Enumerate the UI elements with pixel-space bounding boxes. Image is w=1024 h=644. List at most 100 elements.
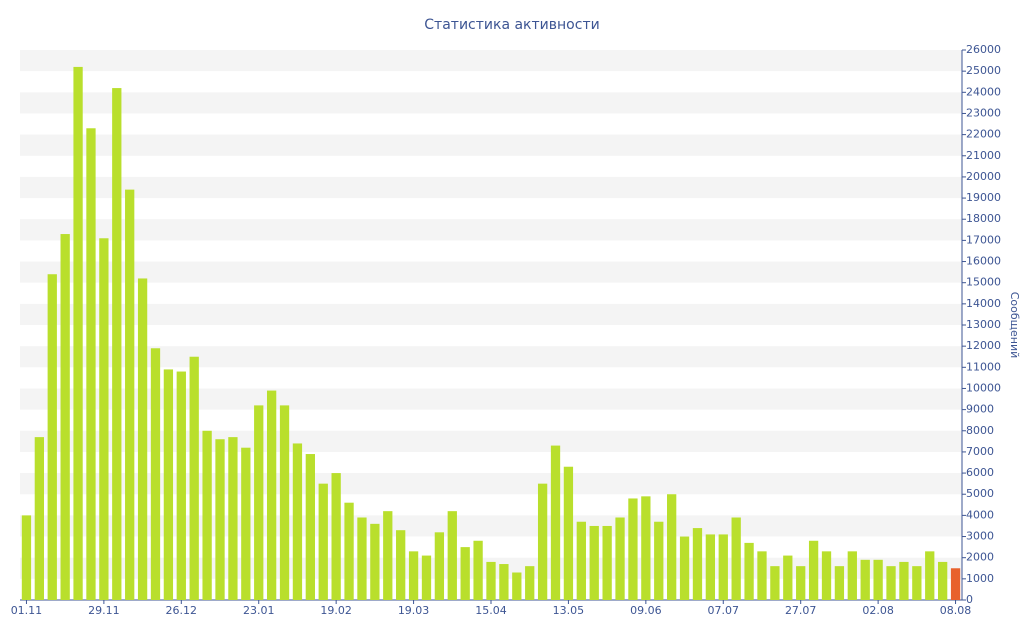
y-tick-label: 15000 [966,276,1001,289]
bar [628,498,638,600]
bar [886,566,896,600]
bar [589,525,599,600]
bar [602,525,612,600]
bar [215,439,225,600]
bar [318,483,328,600]
y-axis-label: Сообщений [1008,292,1021,359]
bar [331,473,341,600]
bar [434,532,445,600]
x-tick-label: 07.07 [708,604,740,617]
y-tick-label: 24000 [966,85,1001,98]
y-tick-label: 4000 [966,508,994,521]
bar [396,530,406,600]
bar [357,517,367,600]
bar [937,561,948,600]
bar [860,559,870,600]
y-tick-label: 19000 [966,191,1001,204]
bar [241,447,251,600]
bar [125,189,135,600]
x-tick-label: 13.05 [553,604,585,617]
grid-stripe [20,388,962,410]
bar [228,437,238,600]
bar [370,523,380,600]
x-tick-label: 09.06 [630,604,662,617]
bar [550,445,561,600]
bar [821,551,832,600]
y-tick-label: 3000 [966,530,994,543]
y-tick-label: 25000 [966,64,1001,77]
bar [705,534,716,600]
x-tick-label: 23.01 [243,604,275,617]
bar [34,437,45,600]
bar [266,390,277,600]
bar [189,356,199,600]
y-tick-label: 6000 [966,466,994,479]
bar [744,542,754,600]
y-tick-label: 14000 [966,297,1001,310]
grid-stripe [20,515,962,537]
bar [163,369,174,600]
bar [512,572,522,600]
bar [421,555,432,600]
bar [770,566,780,600]
grid-stripe [20,134,962,156]
bar [486,561,496,600]
bar [925,551,935,600]
grid-stripe [20,261,962,283]
bar [834,566,845,600]
x-tick-label: 29.11 [88,604,120,617]
bar [150,348,161,600]
x-tick-label: 15.04 [475,604,507,617]
bar [718,534,728,600]
x-tick-label: 08.08 [940,604,972,617]
bar [137,278,148,600]
y-tick-label: 2000 [966,551,994,564]
y-tick-label: 0 [966,593,973,606]
bar [176,371,186,600]
bar [383,511,393,600]
bar [808,540,819,600]
bar [525,566,535,600]
bar [112,88,122,601]
bar [73,66,83,600]
y-tick-label: 26000 [966,43,1001,56]
y-tick-label: 17000 [966,233,1001,246]
bar [692,528,703,600]
x-tick-label: 27.07 [785,604,817,617]
x-tick-label: 02.08 [862,604,894,617]
bar [847,551,857,600]
bar [641,496,651,600]
bar [202,430,212,600]
y-tick-label: 8000 [966,424,994,437]
bar [460,547,470,600]
grid-stripe [20,50,962,72]
y-tick-label: 11000 [966,360,1001,373]
bar [950,568,961,600]
bar [499,564,509,600]
grid-stripe [20,176,962,199]
bar [731,517,741,600]
bar [899,561,909,600]
bar [576,521,586,600]
bar [86,128,96,600]
bar [563,466,574,600]
bar [473,540,483,600]
bar [60,234,70,601]
y-tick-label: 20000 [966,170,1001,183]
bar [757,551,767,600]
y-tick-label: 23000 [966,106,1001,119]
y-tick-label: 10000 [966,381,1001,394]
y-tick-label: 18000 [966,212,1001,225]
y-tick-label: 16000 [966,255,1001,268]
bar [254,405,264,600]
grid-stripe [20,303,962,325]
grid-stripe [20,219,962,241]
y-tick-label: 7000 [966,445,994,458]
bar [796,566,806,600]
grid-stripe [20,92,962,114]
bar [667,494,677,600]
bar [292,443,303,600]
bar [615,517,625,600]
x-tick-label: 19.02 [320,604,352,617]
